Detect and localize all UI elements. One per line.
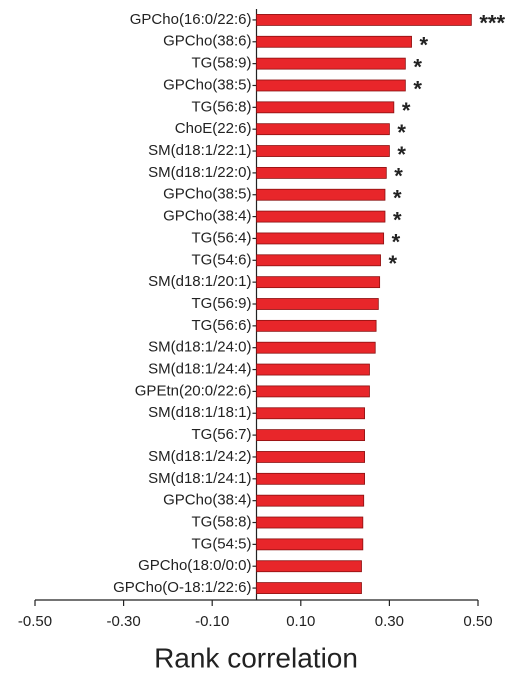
category-label: SM(d18:1/24:2) (148, 448, 251, 465)
category-label: TG(54:5) (191, 535, 251, 552)
x-tick-label: 0.10 (286, 613, 315, 630)
category-label: TG(58:8) (191, 513, 251, 530)
category-label: GPCho(O-18:1/22:6) (113, 579, 251, 596)
bar (256, 123, 390, 136)
bar (256, 79, 406, 92)
category-label: SM(d18:1/22:0) (148, 164, 251, 181)
category-label: TG(56:7) (191, 426, 251, 443)
bar (256, 166, 387, 179)
bar (256, 14, 472, 26)
bar (256, 472, 365, 485)
bar (256, 582, 362, 594)
bar (256, 385, 370, 398)
bar (256, 298, 379, 310)
category-label: SM(d18:1/22:1) (148, 142, 251, 159)
bar (256, 210, 386, 223)
category-label: ChoE(22:6) (175, 120, 252, 137)
x-tick-label: -0.30 (106, 613, 140, 630)
bar (256, 57, 406, 70)
significance-label: * (413, 76, 422, 101)
significance-label: * (413, 54, 422, 79)
bar (256, 451, 365, 463)
significance-label: * (392, 229, 401, 254)
significance-label: * (402, 98, 411, 123)
category-label: GPEtn(20:0/22:6) (135, 382, 252, 399)
category-label: SM(d18:1/24:0) (148, 339, 251, 356)
category-label: GPCho(38:4) (163, 208, 251, 225)
significance-label: *** (479, 11, 505, 36)
significance-label: * (420, 33, 429, 58)
bar (256, 494, 365, 507)
category-label: TG(56:8) (191, 98, 251, 115)
category-label: GPCho(18:0/0:0) (138, 557, 251, 574)
bar (256, 145, 390, 157)
bar (256, 538, 364, 551)
bar (256, 407, 365, 420)
category-label: GPCho(38:5) (163, 76, 251, 93)
category-label: SM(d18:1/24:4) (148, 361, 251, 378)
category-label: SM(d18:1/24:1) (148, 470, 251, 487)
bar (256, 516, 364, 529)
significance-label: * (397, 120, 406, 145)
bar (256, 254, 381, 267)
category-label: TG(56:6) (191, 317, 251, 334)
bar (256, 560, 362, 573)
x-tick-label: 0.50 (463, 613, 492, 630)
x-axis-label: Rank correlation (154, 642, 358, 673)
category-label: SM(d18:1/18:1) (148, 404, 251, 421)
bar (256, 276, 381, 289)
x-tick-label: 0.30 (375, 613, 404, 630)
bar (256, 429, 365, 442)
bar (256, 319, 377, 332)
category-label: SM(d18:1/20:1) (148, 273, 251, 290)
category-label: TG(58:9) (191, 55, 251, 72)
category-label: TG(56:4) (191, 229, 251, 246)
significance-label: * (393, 207, 402, 232)
category-label: TG(54:6) (191, 251, 251, 268)
category-label: GPCho(16:0/22:6) (130, 11, 252, 28)
bar (256, 101, 395, 114)
bar (256, 188, 386, 201)
significance-label: * (397, 142, 406, 167)
category-label: GPCho(38:5) (163, 186, 251, 203)
category-label: GPCho(38:4) (163, 492, 251, 509)
significance-label: * (389, 251, 398, 276)
bar (256, 363, 370, 376)
bar (256, 232, 385, 245)
category-label: GPCho(38:6) (163, 33, 251, 50)
significance-label: * (393, 186, 402, 211)
x-tick-label: -0.10 (195, 613, 229, 630)
significance-label: * (394, 164, 403, 189)
category-label: TG(56:9) (191, 295, 251, 312)
bar (256, 341, 376, 354)
x-tick-label: -0.50 (18, 613, 52, 630)
bar (256, 35, 412, 48)
